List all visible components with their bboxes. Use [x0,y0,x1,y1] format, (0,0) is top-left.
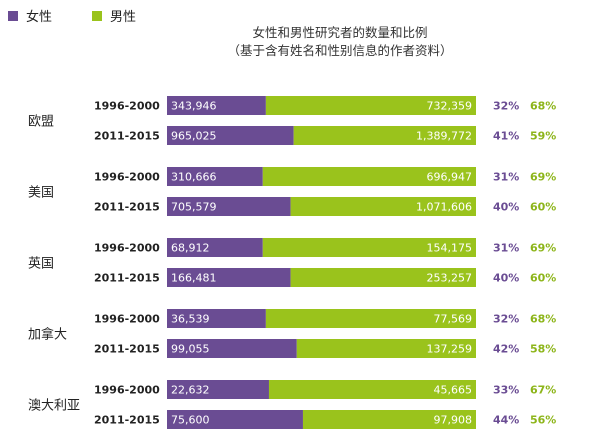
value-label-female: 965,025 [171,130,217,143]
period-label: 1996-2000 [94,242,160,255]
period-label: 2011-2015 [94,130,160,143]
bar-female [167,380,269,399]
bar-male [265,96,476,115]
group-label: 欧盟 [28,115,54,130]
value-label-male: 137,259 [427,343,473,356]
pct-label-female: 32% [493,313,519,326]
group-label: 澳大利亚 [28,398,80,414]
value-label-male: 97,908 [434,414,473,427]
value-label-female: 68,912 [171,242,210,255]
bar-female [167,238,263,257]
pct-label-male: 58% [530,343,556,356]
pct-label-male: 69% [530,171,556,184]
pct-label-male: 56% [530,414,556,427]
pct-label-male: 68% [530,100,556,113]
value-label-female: 22,632 [171,384,210,397]
legend-label-male: 男性 [110,10,137,25]
value-label-male: 1,071,606 [416,201,472,214]
bar-female [167,309,266,328]
bar-female [167,126,294,145]
bar-male [290,268,476,287]
pct-label-male: 59% [530,130,556,143]
value-label-female: 343,946 [171,100,217,113]
value-label-male: 45,665 [434,384,473,397]
pct-label-female: 42% [493,343,519,356]
bar-male [293,126,476,145]
value-label-male: 253,257 [427,272,473,285]
value-label-male: 1,389,772 [416,130,472,143]
bar-male [290,197,476,216]
value-label-female: 310,666 [171,171,217,184]
value-label-female: 99,055 [171,343,210,356]
chart-title: 女性和男性研究者的数量和比例 [252,25,428,40]
pct-label-female: 40% [493,272,519,285]
value-label-female: 166,481 [171,272,217,285]
chart-subtitle: （基于含有姓名和性别信息的作者资料） [227,43,453,58]
period-label: 2011-2015 [94,414,160,427]
pct-label-male: 60% [530,272,556,285]
period-label: 1996-2000 [94,100,160,113]
bar-female [167,268,291,287]
bar-female [167,197,291,216]
bar-female [167,167,263,186]
pct-label-male: 60% [530,201,556,214]
pct-label-female: 32% [493,100,519,113]
period-label: 2011-2015 [94,201,160,214]
group-label: 美国 [28,186,54,201]
period-label: 1996-2000 [94,313,160,326]
bar-male [302,410,476,429]
value-label-female: 705,579 [171,201,217,214]
pct-label-female: 31% [493,171,519,184]
legend-label-female: 女性 [26,10,53,25]
pct-label-female: 33% [493,384,519,397]
legend-swatch-male [92,10,103,21]
group-label: 英国 [28,257,54,272]
value-label-male: 154,175 [427,242,473,255]
period-label: 1996-2000 [94,384,160,397]
pct-label-female: 31% [493,242,519,255]
pct-label-male: 69% [530,242,556,255]
bar-male [268,380,476,399]
bar-female [167,96,266,115]
value-label-female: 36,539 [171,313,210,326]
period-label: 1996-2000 [94,171,160,184]
value-label-male: 732,359 [427,100,473,113]
value-label-male: 77,569 [434,313,473,326]
bar-male [265,309,476,328]
pct-label-female: 40% [493,201,519,214]
period-label: 2011-2015 [94,272,160,285]
pct-label-female: 44% [493,414,519,427]
period-label: 2011-2015 [94,343,160,356]
pct-label-female: 41% [493,130,519,143]
legend: 女性 男性 [8,6,176,25]
bar-male [262,167,476,186]
bar-female [167,339,297,358]
legend-item-female: 女性 [8,6,52,25]
legend-item-male: 男性 [92,6,136,25]
pct-label-male: 68% [530,313,556,326]
value-label-male: 696,947 [427,171,473,184]
bar-male [262,238,476,257]
legend-swatch-female [8,10,18,21]
pct-label-male: 67% [530,384,556,397]
bar-female [167,410,303,429]
value-label-female: 75,600 [171,414,210,427]
group-label: 加拿大 [28,327,67,343]
bar-male [296,339,476,358]
